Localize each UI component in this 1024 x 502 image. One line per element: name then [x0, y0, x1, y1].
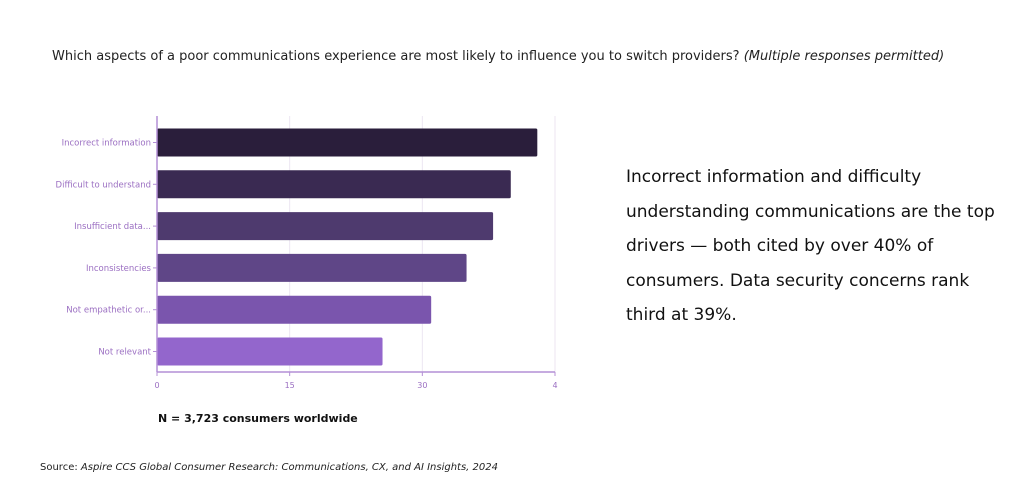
- bar-chart: Incorrect information Difficult to unders…: [56, 116, 558, 390]
- insight-text: Incorrect information and difficulty und…: [626, 167, 995, 325]
- bar: [157, 212, 494, 241]
- question-note: (Multiple responses permitted): [743, 49, 945, 64]
- question-text: Which aspects of a poor communications e…: [52, 49, 740, 64]
- x-tick-label: 15: [285, 381, 295, 390]
- x-tick-label: 4: [552, 381, 557, 390]
- source-citation: Source: Aspire CCS Global Consumer Resea…: [40, 462, 498, 473]
- x-tick-label: 0: [154, 381, 159, 390]
- source-prefix: Source:: [40, 462, 81, 473]
- category-label: Not empathetic or...: [66, 306, 151, 316]
- category-label: Not relevant: [98, 348, 151, 358]
- category-label: Insufficient data...: [74, 222, 151, 232]
- bar: [157, 337, 383, 366]
- category-label: Incorrect information: [62, 139, 151, 149]
- category-label: Inconsistencies: [86, 264, 152, 274]
- bar: [157, 295, 432, 324]
- bar: [157, 170, 511, 199]
- bar: [157, 253, 467, 282]
- survey-question: Which aspects of a poor communications e…: [52, 48, 1012, 66]
- sample-size-note: N = 3,723 consumers worldwide: [158, 412, 358, 425]
- x-tick-label: 30: [417, 381, 427, 390]
- source-reference: Aspire CCS Global Consumer Research: Com…: [80, 462, 498, 473]
- bar: [157, 128, 538, 157]
- category-label: Difficult to understand: [56, 180, 151, 190]
